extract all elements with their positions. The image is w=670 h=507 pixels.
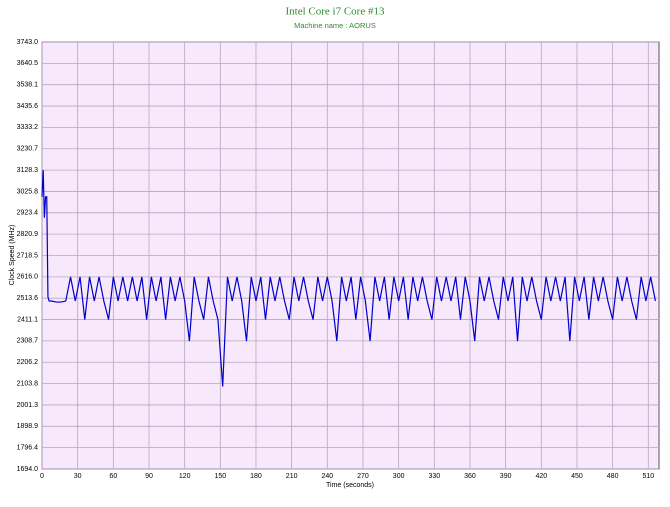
x-tick-label: 180 bbox=[250, 473, 262, 480]
y-tick-label: 1898.9 bbox=[17, 423, 39, 430]
x-tick-label: 120 bbox=[179, 473, 191, 480]
x-tick-label: 480 bbox=[607, 473, 619, 480]
y-tick-label: 2923.4 bbox=[17, 210, 39, 217]
y-tick-label: 1694.0 bbox=[17, 466, 39, 473]
x-tick-label: 270 bbox=[357, 473, 369, 480]
x-tick-label: 390 bbox=[500, 473, 512, 480]
y-tick-label: 2616.0 bbox=[17, 274, 39, 281]
x-tick-label: 510 bbox=[642, 473, 654, 480]
x-tick-label: 150 bbox=[214, 473, 226, 480]
x-axis-label: Time (seconds) bbox=[326, 482, 374, 489]
y-tick-label: 1796.4 bbox=[17, 445, 39, 452]
x-tick-label: 360 bbox=[464, 473, 476, 480]
y-tick-label: 3435.6 bbox=[17, 103, 39, 110]
x-tick-label: 450 bbox=[571, 473, 583, 480]
y-tick-label: 2001.3 bbox=[17, 402, 39, 409]
y-tick-label: 2103.8 bbox=[17, 380, 39, 387]
y-axis-label: Clock Speed (MHz) bbox=[9, 225, 16, 286]
y-tick-label: 3640.5 bbox=[17, 60, 39, 67]
y-tick-label: 3538.1 bbox=[17, 82, 39, 89]
y-tick-label: 2820.9 bbox=[17, 231, 39, 238]
x-tick-label: 300 bbox=[393, 473, 405, 480]
y-tick-label: 2308.7 bbox=[17, 338, 39, 345]
y-tick-label: 3025.8 bbox=[17, 188, 39, 195]
y-tick-label: 2513.6 bbox=[17, 295, 39, 302]
y-tick-label: 3743.0 bbox=[17, 39, 39, 46]
x-tick-label: 240 bbox=[321, 473, 333, 480]
y-tick-label: 2718.5 bbox=[17, 252, 39, 259]
series-line bbox=[41, 170, 657, 387]
x-tick-label: 420 bbox=[535, 473, 547, 480]
y-tick-label: 2206.2 bbox=[17, 359, 39, 366]
y-tick-label: 2411.1 bbox=[17, 316, 38, 323]
x-tick-label: 0 bbox=[40, 473, 44, 480]
y-tick-label: 3333.2 bbox=[17, 124, 39, 131]
y-tick-label: 3128.3 bbox=[17, 167, 39, 174]
chart-title: Intel Core i7 Core #13 bbox=[286, 6, 385, 18]
x-tick-label: 30 bbox=[74, 473, 82, 480]
x-tick-label: 60 bbox=[109, 473, 117, 480]
y-tick-label: 3230.7 bbox=[17, 146, 39, 153]
x-tick-label: 330 bbox=[428, 473, 440, 480]
x-tick-label: 210 bbox=[286, 473, 298, 480]
chart-subtitle: Machine name : AORUS bbox=[294, 21, 376, 30]
x-tick-label: 90 bbox=[145, 473, 153, 480]
